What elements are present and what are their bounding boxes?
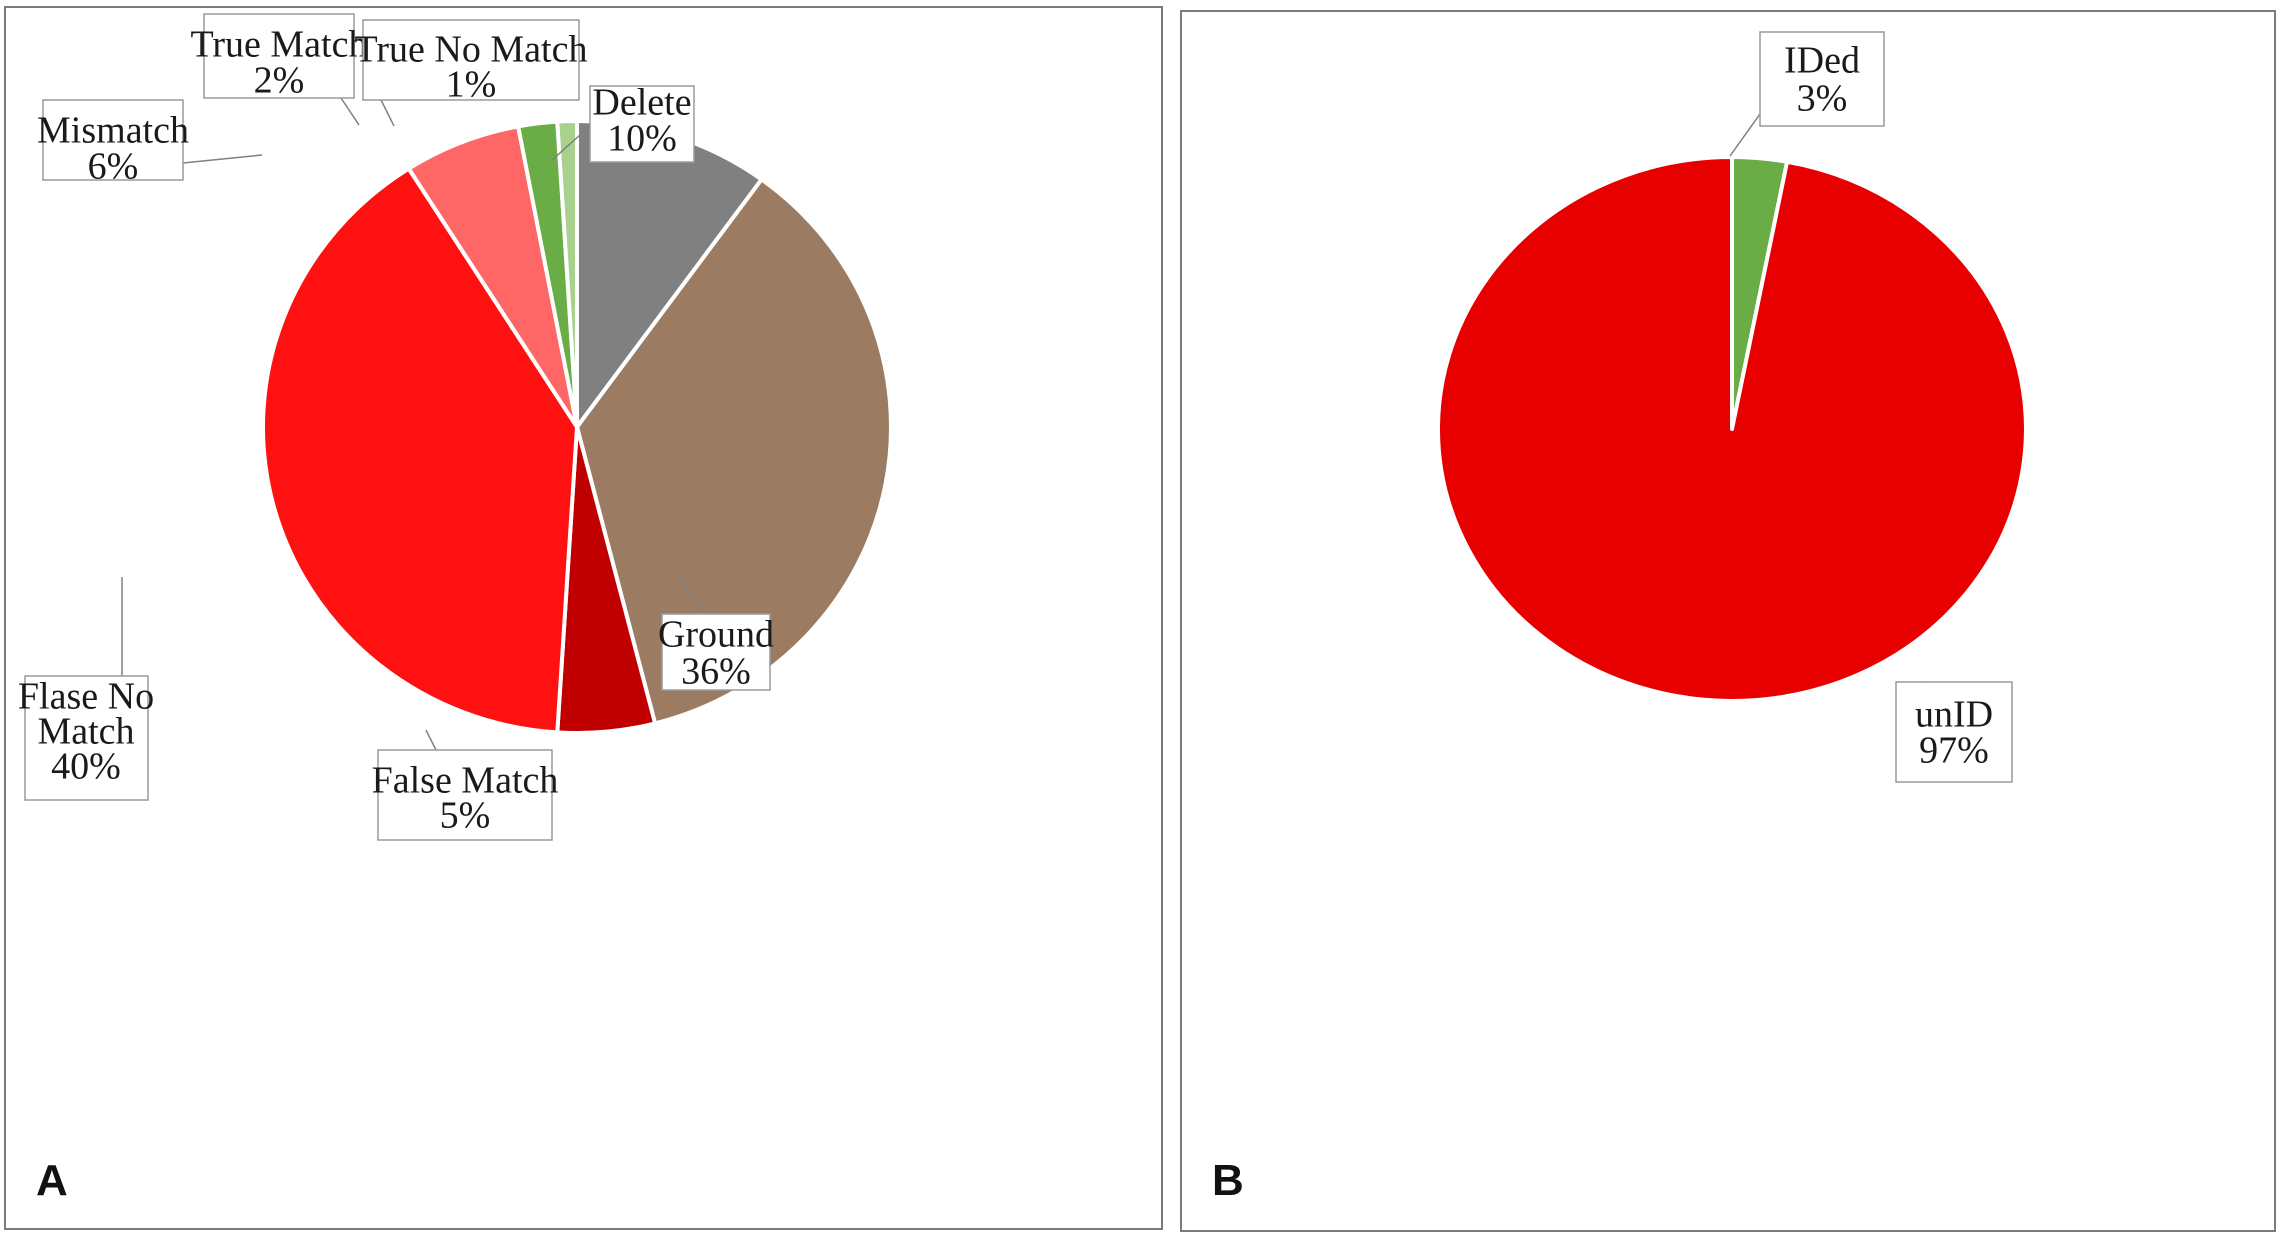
slices-a [261,118,893,735]
label-percent: 5% [440,795,491,837]
pie-chart-panel-a: Delete 10% Ground 36% False Match 5% Flase No M… [4,6,1163,1230]
slices-b [1436,155,2028,703]
leader-line [550,125,591,162]
label-category: unID [1915,694,1993,736]
leader-line [425,729,437,751]
pie-chart-panel-b: IDed 3% unID 97% B [1180,10,2276,1232]
slice-unid [1436,155,2028,703]
label-box [24,675,149,801]
label-box [1895,681,2013,783]
label-category: Delete [592,82,691,124]
label-box [589,85,695,163]
label-category: IDed [1784,40,1860,82]
label-box [377,749,553,841]
leader-line [380,99,395,127]
slice-mismatch [406,124,579,429]
label-box [1759,31,1885,127]
label-category: Mismatch [37,110,189,152]
label-category: True No Match [355,29,588,71]
leader-line [675,572,707,615]
leader-line [1729,113,1761,157]
label-box [362,19,580,101]
leader-line [340,97,360,126]
label-percent: 36% [681,651,751,693]
label-category: Ground [658,614,774,656]
label-percent: 10% [607,118,677,160]
leader-line [182,154,263,164]
label-category: False Match [372,760,559,802]
label-percent: 40% [51,746,121,788]
label-percent: 2% [254,60,305,102]
panel-label-b: B [1212,1156,1244,1205]
label-box [661,613,771,691]
label-category: Flase No [18,676,154,718]
label-category: True Match [191,24,368,66]
label-percent: 97% [1919,730,1989,772]
label-box [42,99,184,181]
label-percent: 1% [446,64,497,106]
slice-true-no-match [555,118,579,429]
panel-label-a: A [36,1156,68,1205]
label-box [203,13,355,99]
label-percent: 3% [1797,78,1848,120]
label-percent: 6% [88,146,139,188]
label-category: Match [37,711,134,753]
